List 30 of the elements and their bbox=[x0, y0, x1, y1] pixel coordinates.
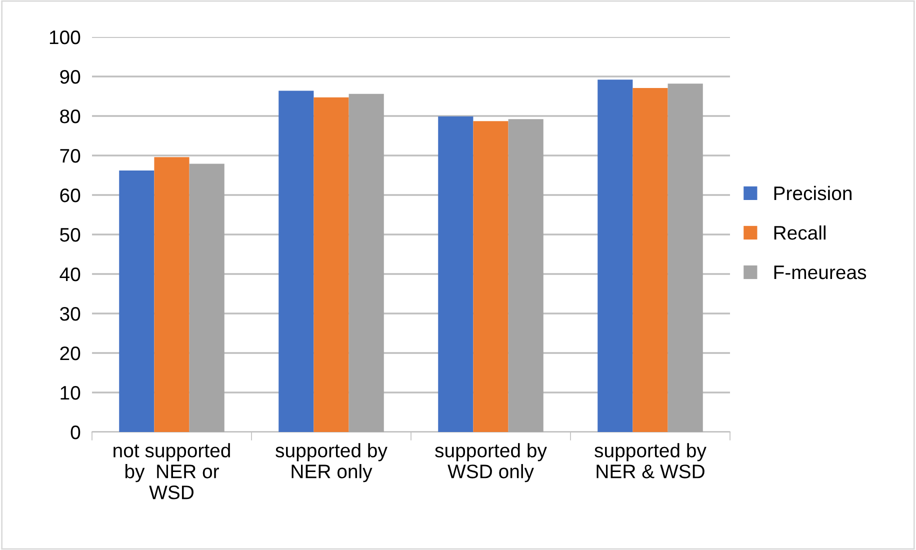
legend-label: Recall bbox=[774, 225, 826, 240]
bar bbox=[473, 121, 508, 432]
x-tick-label: not supported by NER or WSD bbox=[114, 443, 230, 500]
y-tick-label: 0 bbox=[70, 425, 80, 440]
y-tick-label: 40 bbox=[60, 267, 80, 282]
bar bbox=[348, 94, 384, 432]
bar bbox=[278, 90, 314, 432]
bar bbox=[438, 116, 474, 432]
y-tick-label: 20 bbox=[60, 346, 80, 360]
bar bbox=[632, 88, 668, 432]
legend-label: Precision bbox=[774, 186, 852, 200]
y-tick-label: 30 bbox=[60, 306, 80, 321]
bar bbox=[119, 170, 154, 432]
y-tick-label: 60 bbox=[60, 188, 80, 202]
bar bbox=[314, 97, 349, 432]
bar bbox=[189, 164, 224, 432]
y-tick-label: 50 bbox=[60, 228, 80, 242]
y-tick-label: 10 bbox=[60, 386, 80, 400]
y-tick-label: 80 bbox=[60, 109, 80, 124]
y-tick-label: 100 bbox=[50, 30, 80, 44]
bar bbox=[598, 80, 633, 432]
y-tick-label: 70 bbox=[60, 148, 80, 163]
x-tick-label: supported by NER & WSD bbox=[594, 443, 706, 478]
legend-label: F-meureas bbox=[774, 266, 866, 280]
y-tick-label: 90 bbox=[60, 70, 80, 84]
bar bbox=[508, 119, 544, 432]
bar bbox=[154, 157, 190, 432]
x-tick-label: supported by NER only bbox=[276, 443, 388, 482]
x-tick-label: supported by WSD only bbox=[435, 443, 547, 482]
bar bbox=[668, 84, 703, 432]
